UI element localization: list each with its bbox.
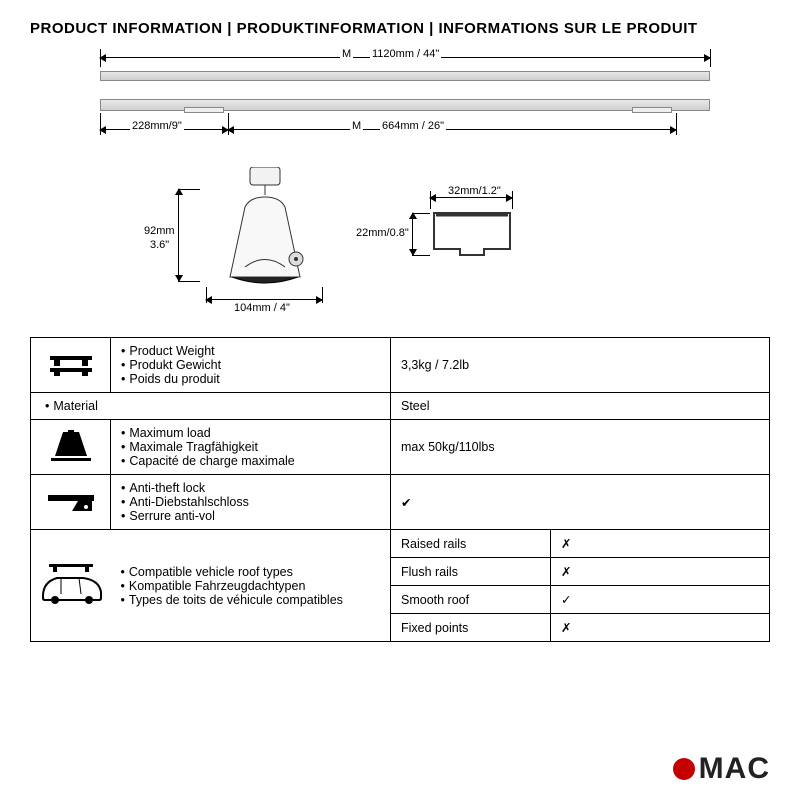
weight-labels: Product Weight Produkt Gewicht Poids du … — [111, 338, 391, 393]
brand-logo: MAC — [673, 752, 770, 786]
compat-val: ✗ — [551, 530, 770, 558]
table-row: Maximum load Maximale Tragfähigkeit Capa… — [31, 420, 770, 475]
dim-foot-w: 104mm / 4" — [232, 302, 292, 314]
weight-icon — [31, 338, 111, 393]
antitheft-icon — [31, 475, 111, 530]
spec-table: Product Weight Produkt Gewicht Poids du … — [30, 337, 770, 642]
compat-key: Flush rails — [391, 558, 551, 586]
dim-cross-w: 32mm/1.2" — [446, 185, 503, 197]
mount-pad — [184, 107, 224, 113]
compat-key: Raised rails — [391, 530, 551, 558]
dim-foot-height — [178, 189, 179, 281]
dim-foot-width — [206, 299, 322, 300]
compat-val: ✗ — [551, 614, 770, 642]
compat-icon — [31, 530, 111, 642]
technical-diagram: M 1120mm / 44" 228mm/9" M 664mm / 26" 92… — [30, 49, 770, 329]
dim-foot-h2: 3.6" — [148, 239, 171, 251]
dim-offset-label: 228mm/9" — [130, 120, 184, 132]
cross-section: 32mm/1.2" 22mm/0.8" — [430, 209, 514, 262]
compat-key: Smooth roof — [391, 586, 551, 614]
brand-dot-icon — [673, 758, 695, 780]
table-row: Anti-theft lock Anti-Diebstahlschloss Se… — [31, 475, 770, 530]
dim-mid-M: M — [350, 120, 363, 132]
dim-mid — [228, 129, 676, 130]
dim-top-label: 1120mm / 44" — [370, 48, 441, 60]
dim-foot-h1: 92mm — [142, 225, 177, 237]
material-label: •Material — [31, 393, 391, 420]
table-row: Product Weight Produkt Gewicht Poids du … — [31, 338, 770, 393]
dim-top-M: M — [340, 48, 353, 60]
maxload-labels: Maximum load Maximale Tragfähigkeit Capa… — [111, 420, 391, 475]
table-row: •Material Steel — [31, 393, 770, 420]
compat-labels: Compatible vehicle roof types Kompatible… — [111, 530, 391, 642]
page-title: PRODUCT INFORMATION | PRODUKTINFORMATION… — [30, 20, 770, 37]
antitheft-labels: Anti-theft lock Anti-Diebstahlschloss Se… — [111, 475, 391, 530]
dim-mid-label: 664mm / 26" — [380, 120, 446, 132]
antitheft-value: ✔ — [391, 475, 770, 530]
compat-val: ✓ — [551, 586, 770, 614]
dim-cross-h: 22mm/0.8" — [354, 227, 411, 239]
foot-drawing — [200, 167, 330, 287]
crossbar-top — [100, 71, 710, 81]
maxload-icon — [31, 420, 111, 475]
compat-key: Fixed points — [391, 614, 551, 642]
weight-value: 3,3kg / 7.2lb — [391, 338, 770, 393]
table-row: Compatible vehicle roof types Kompatible… — [31, 530, 770, 558]
compat-val: ✗ — [551, 558, 770, 586]
mount-pad — [632, 107, 672, 113]
material-value: Steel — [391, 393, 770, 420]
maxload-value: max 50kg/110lbs — [391, 420, 770, 475]
